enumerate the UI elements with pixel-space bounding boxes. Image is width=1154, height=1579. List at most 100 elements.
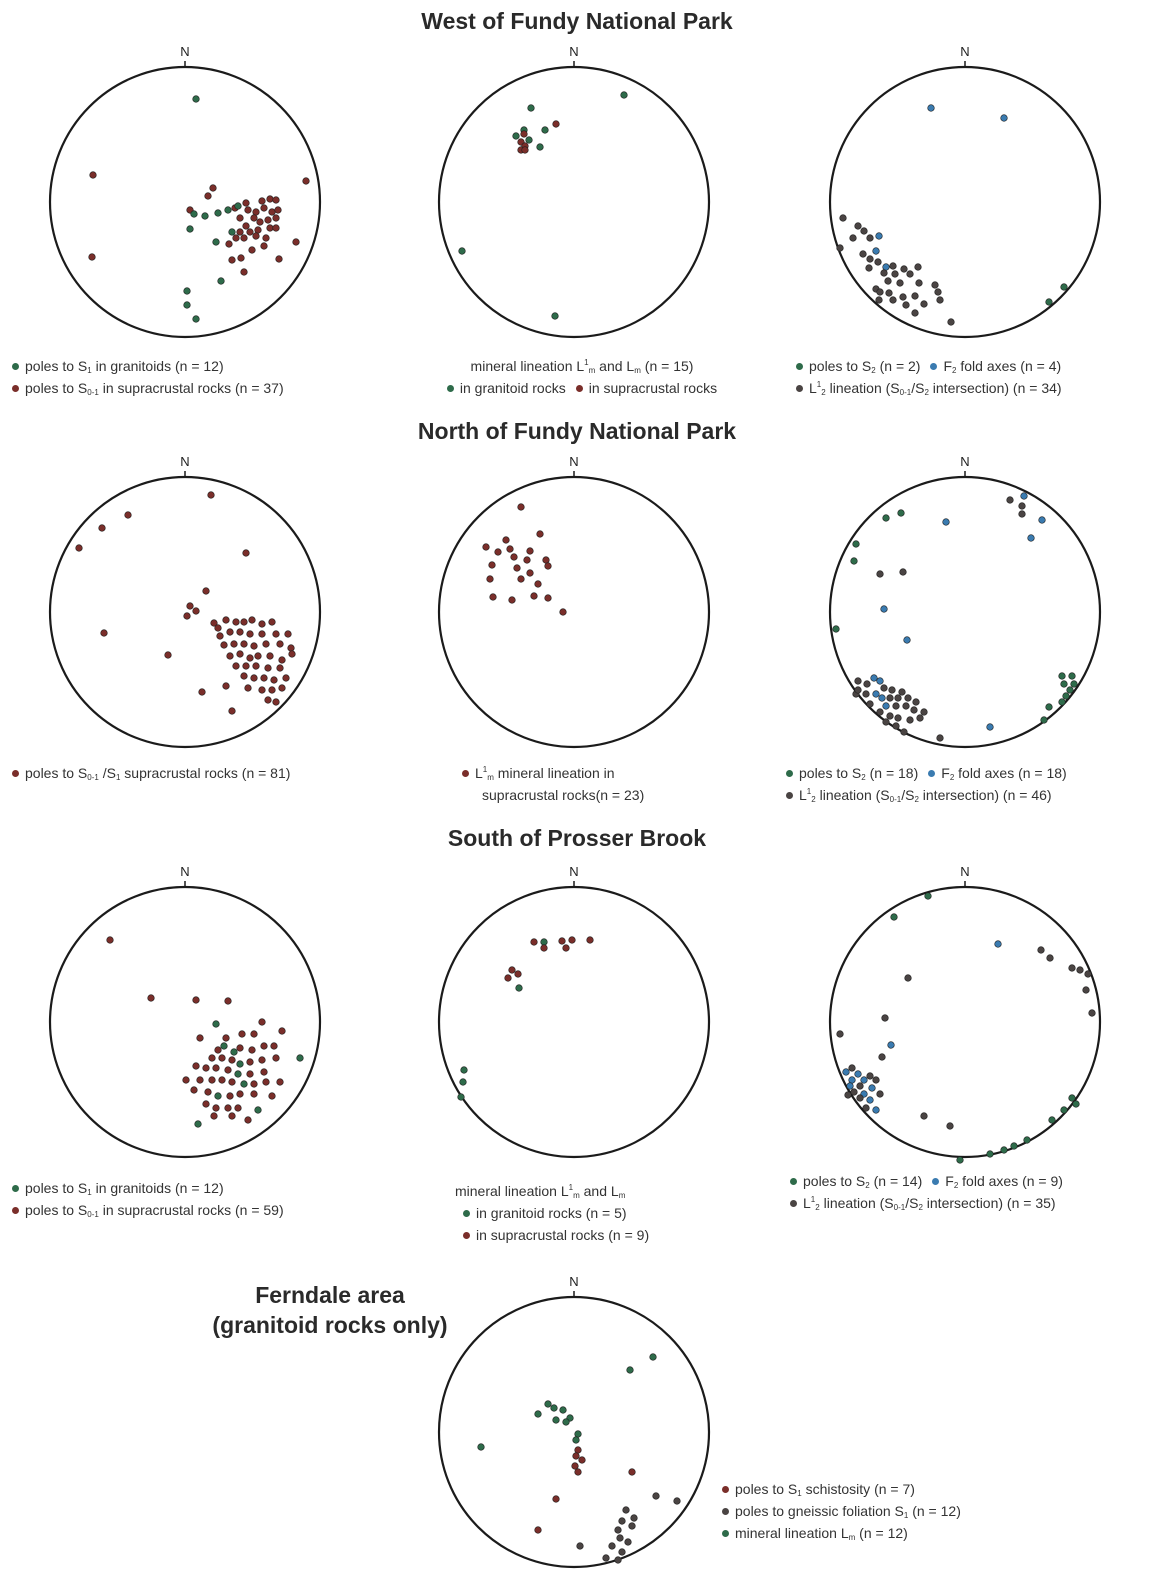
green-dot-icon [786,769,793,777]
title-ferndale: Ferndale area (granitoid rocks only) [185,1280,475,1340]
data-point [260,1042,268,1050]
data-point [859,250,867,258]
data-point [1037,946,1045,954]
data-point [1045,703,1053,711]
data-point [534,1410,542,1418]
data-point [287,644,295,652]
data-point [244,1116,252,1124]
data-point [250,642,258,650]
data-point [899,568,907,576]
data-point [618,1548,626,1556]
data-point [242,199,250,207]
stereonet-south-2: N [437,864,711,1159]
data-point [900,728,908,736]
data-point [896,279,904,287]
data-point [568,936,576,944]
green-dot-icon [722,1529,729,1537]
data-point [276,664,284,672]
data-point [866,255,874,263]
data-point [272,1054,280,1062]
data-point [228,1078,236,1086]
data-point [275,255,283,263]
data-point [240,672,248,680]
data-point [562,1418,570,1426]
data-point [924,892,932,900]
data-point [262,640,270,648]
data-point [220,641,228,649]
data-point [264,696,272,704]
green-dot-icon [463,1209,470,1217]
stereonet-primitive-circle [437,475,711,749]
data-point [878,694,886,702]
data-point [904,974,912,982]
data-point [1000,1146,1008,1154]
data-point [236,628,244,636]
data-point [1072,1100,1080,1108]
data-point [228,256,236,264]
gray-dot-icon [796,384,803,392]
red-dot-icon [462,769,469,777]
data-point [552,120,560,128]
data-point [224,206,232,214]
data-point [214,624,222,632]
data-point [210,619,218,627]
red-dot-icon [575,384,583,392]
data-point [88,253,96,261]
data-point [558,937,566,945]
data-point [202,1064,210,1072]
data-point [204,1088,212,1096]
green-dot-icon [12,1184,19,1192]
data-point [886,712,894,720]
data-point [885,289,893,297]
data-point [236,1060,244,1068]
data-point [222,682,230,690]
data-point [906,716,914,724]
data-point [942,518,950,526]
data-point [258,197,266,205]
data-point [1084,970,1092,978]
data-point [260,674,268,682]
data-point [192,95,200,103]
data-point [876,677,884,685]
data-point [1023,1136,1031,1144]
data-point [276,640,284,648]
red-dot-icon [12,769,19,777]
legend-north-1: poles to S0-1 /S1 supracrustal rocks (n … [12,762,290,784]
data-point [260,242,268,250]
data-point [222,1034,230,1042]
data-point [866,1096,874,1104]
stereonet-west-2: N [437,44,711,339]
data-point [914,263,922,271]
data-point [673,1497,681,1505]
data-point [1038,516,1046,524]
north-label: N [180,454,189,469]
data-point [242,549,250,557]
data-point [292,238,300,246]
data-point [252,208,260,216]
title-south: South of Prosser Brook [447,825,707,851]
data-point [214,1046,222,1054]
data-point [190,1086,198,1094]
data-point [217,277,225,285]
green-dot-icon [790,1177,797,1185]
data-point [872,247,880,255]
data-point [872,1076,880,1084]
data-point [936,296,944,304]
data-point [124,511,132,519]
data-point [460,1066,468,1074]
stereonet-south-1: N [48,864,322,1159]
data-point [272,196,280,204]
data-point [226,652,234,660]
data-point [250,1030,258,1038]
gray-dot-icon [786,791,793,799]
data-point [232,618,240,626]
data-point [562,944,570,952]
data-point [225,240,233,248]
data-point [147,994,155,1002]
data-point [196,1034,204,1042]
data-point [852,540,860,548]
data-point [517,503,525,511]
data-point [246,654,254,662]
data-point [248,616,256,624]
data-point [192,315,200,323]
